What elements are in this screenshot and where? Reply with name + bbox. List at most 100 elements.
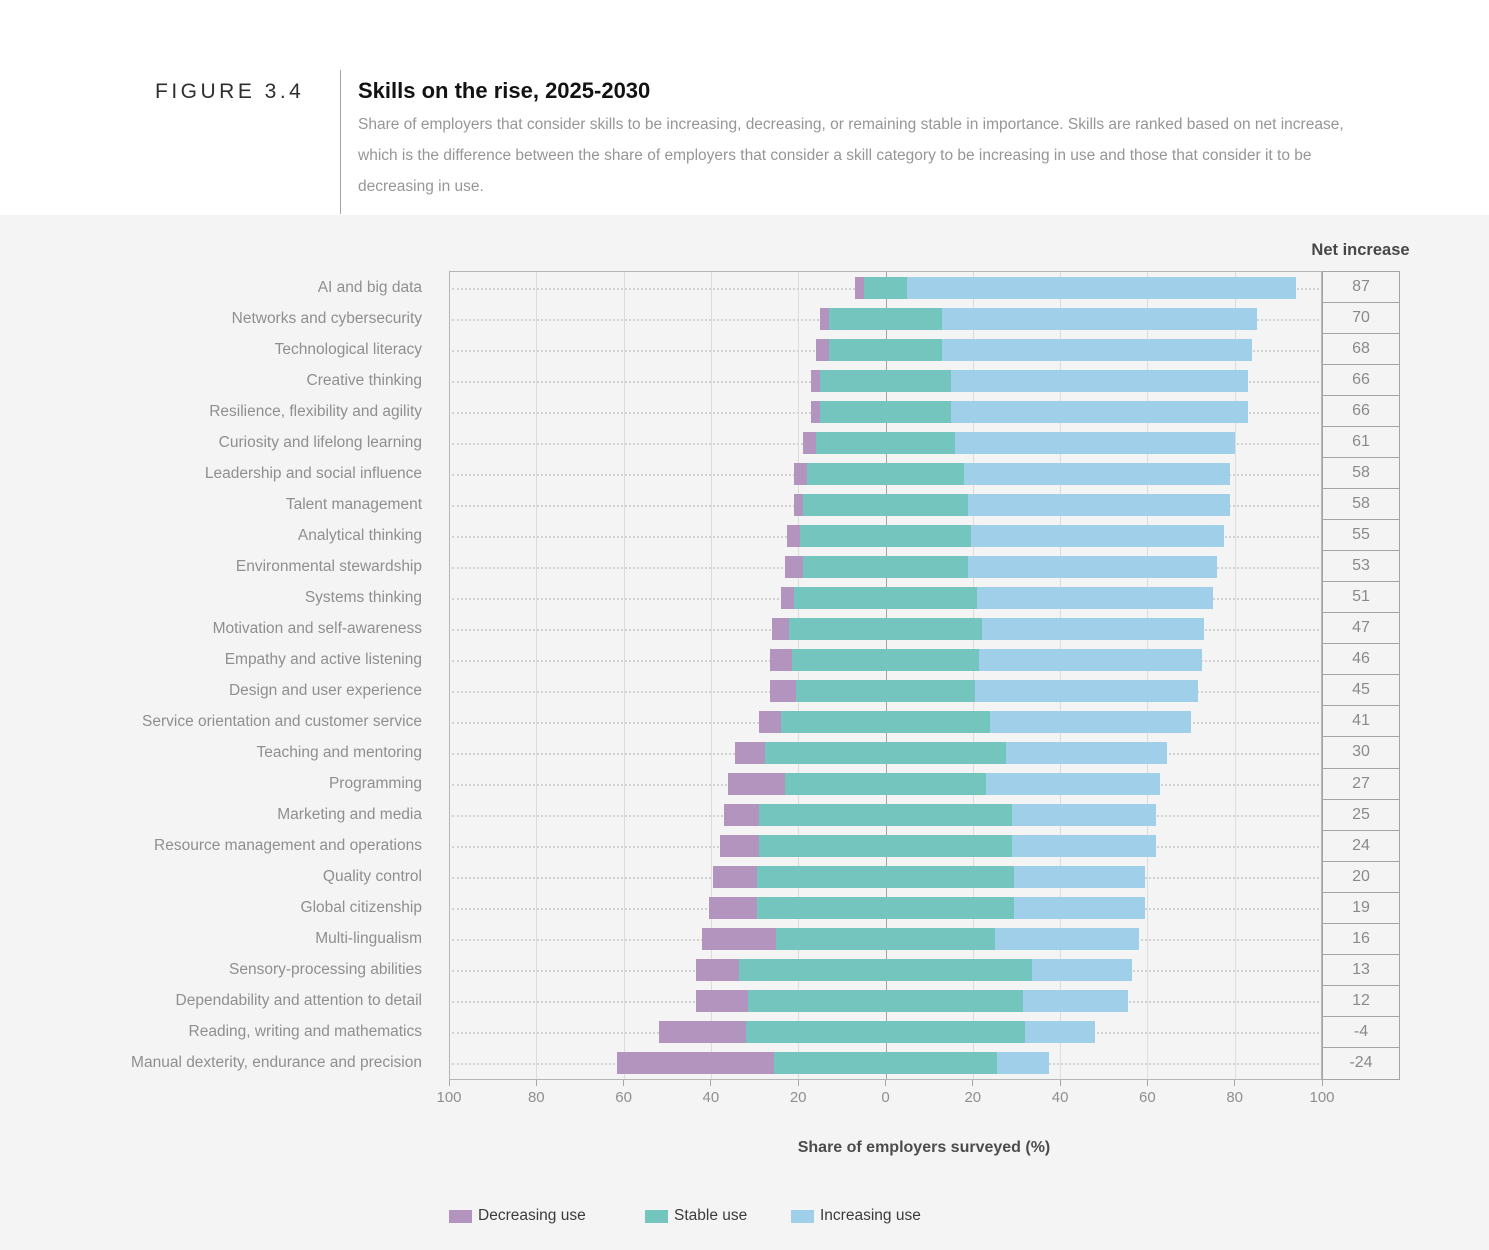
bar-segment-stable	[802, 493, 969, 516]
bar-segment-stable	[776, 928, 995, 951]
bar-segment-decreasing	[758, 711, 781, 734]
header-divider	[340, 70, 341, 214]
bar-segment-decreasing	[617, 1052, 775, 1075]
bar-segment-decreasing	[854, 276, 864, 299]
gridline	[798, 272, 800, 1079]
net-value-cell: 87	[1323, 272, 1399, 304]
bar-segment-increasing	[1014, 866, 1146, 889]
net-value-cell: 70	[1323, 303, 1399, 335]
tick-label: 20	[964, 1089, 982, 1106]
skill-label: Programming	[328, 775, 422, 793]
bar-segment-increasing	[964, 462, 1231, 485]
skill-label: Design and user experience	[228, 682, 422, 700]
bar-segment-stable	[815, 431, 956, 454]
tick-mark	[623, 1080, 625, 1086]
legend-swatch-decreasing	[449, 1209, 472, 1223]
bar-segment-increasing	[1031, 959, 1133, 982]
bar-segment-decreasing	[772, 617, 790, 640]
tick-mark	[972, 1080, 974, 1086]
skill-label: Resilience, flexibility and agility	[209, 402, 422, 420]
net-value-cell: 25	[1323, 800, 1399, 831]
bar-row	[450, 427, 1321, 458]
gridline	[1060, 272, 1062, 1079]
net-value-cell: 51	[1323, 582, 1399, 614]
bar-segment-decreasing	[769, 680, 796, 702]
bar-row	[450, 862, 1321, 893]
bar-row	[450, 365, 1321, 396]
gridline	[972, 272, 974, 1079]
bar-segment-decreasing	[815, 338, 829, 361]
bar-row	[450, 986, 1321, 1017]
bar-segment-increasing	[970, 524, 1224, 547]
tick-mark	[1146, 1080, 1148, 1086]
bar-segment-decreasing	[713, 866, 757, 889]
bar-row	[450, 893, 1321, 924]
bar-segment-decreasing	[793, 493, 803, 516]
legend-item: Increasing use	[791, 1207, 921, 1225]
bar-segment-stable	[739, 959, 1032, 982]
tick-label: 40	[1051, 1089, 1069, 1106]
skill-label: AI and big data	[317, 278, 422, 296]
tick-label: 60	[615, 1089, 632, 1106]
tick-mark	[1234, 1080, 1236, 1086]
net-value-cell: 13	[1323, 955, 1399, 986]
bar-segment-increasing	[974, 680, 1198, 702]
bar-segment-stable	[758, 804, 1013, 827]
bar-row	[450, 738, 1321, 769]
skill-label: Dependability and attention to detail	[175, 992, 422, 1010]
legend: Decreasing use Stable use Increasing use	[0, 1207, 1489, 1237]
gridline	[710, 272, 712, 1079]
net-value-cell: -4	[1323, 1017, 1399, 1048]
skill-label: Empathy and active listening	[224, 650, 422, 668]
bar-row	[450, 303, 1321, 334]
bar-segment-decreasing	[811, 369, 820, 392]
bar-row	[450, 769, 1321, 800]
x-axis: 100 80 60 40 20 0 20 40 60 80 100	[436, 1080, 1335, 1120]
bar-row	[450, 520, 1321, 551]
tick-mark	[885, 1080, 886, 1086]
bar-segment-increasing	[950, 400, 1248, 423]
legend-label: Increasing use	[820, 1207, 921, 1224]
bar-segment-decreasing	[769, 648, 792, 671]
bar-segment-decreasing	[734, 742, 766, 765]
bar-segment-increasing	[942, 338, 1253, 361]
bar-segment-stable	[820, 369, 951, 392]
bar-segment-increasing	[977, 586, 1213, 609]
tick-mark	[448, 1080, 450, 1086]
tick-label: 80	[527, 1089, 545, 1106]
bar-row	[450, 458, 1321, 489]
bar-row	[450, 955, 1321, 986]
gridline	[623, 272, 625, 1079]
bar-row	[450, 1048, 1321, 1079]
skill-label: Networks and cybersecurity	[231, 309, 422, 327]
bar-segment-stable	[748, 990, 1023, 1013]
bar-segment-decreasing	[802, 431, 816, 454]
net-value-cell: 61	[1323, 427, 1399, 459]
bar-segment-increasing	[1012, 804, 1157, 827]
skill-label: Manual dexterity, endurance and precisio…	[131, 1054, 422, 1072]
net-value-cell: 47	[1323, 613, 1399, 645]
bar-row	[450, 551, 1321, 582]
skill-label: Systems thinking	[304, 588, 422, 606]
bar-segment-stable	[828, 338, 943, 361]
bar-segment-decreasing	[820, 307, 829, 330]
tick-label: 100	[1309, 1089, 1335, 1106]
bar-row	[450, 831, 1321, 862]
bar-segment-increasing	[907, 276, 1296, 299]
bar-segment-increasing	[968, 555, 1218, 578]
gridline	[536, 272, 538, 1079]
zero-gridline	[885, 272, 887, 1079]
bar-segment-increasing	[942, 307, 1257, 330]
net-value-cell: 55	[1323, 520, 1399, 552]
bar-segment-stable	[774, 1052, 997, 1075]
bar-segment-stable	[745, 1021, 1026, 1044]
legend-swatch-increasing	[791, 1209, 814, 1223]
bar-row	[450, 707, 1321, 738]
bar-segment-stable	[756, 866, 1015, 889]
bar-row	[450, 800, 1321, 831]
skill-label: Quality control	[322, 868, 422, 886]
bar-segment-decreasing	[780, 586, 794, 609]
net-value-cell: 66	[1323, 396, 1399, 428]
tick-mark	[797, 1080, 799, 1086]
skill-label: Analytical thinking	[297, 526, 422, 544]
